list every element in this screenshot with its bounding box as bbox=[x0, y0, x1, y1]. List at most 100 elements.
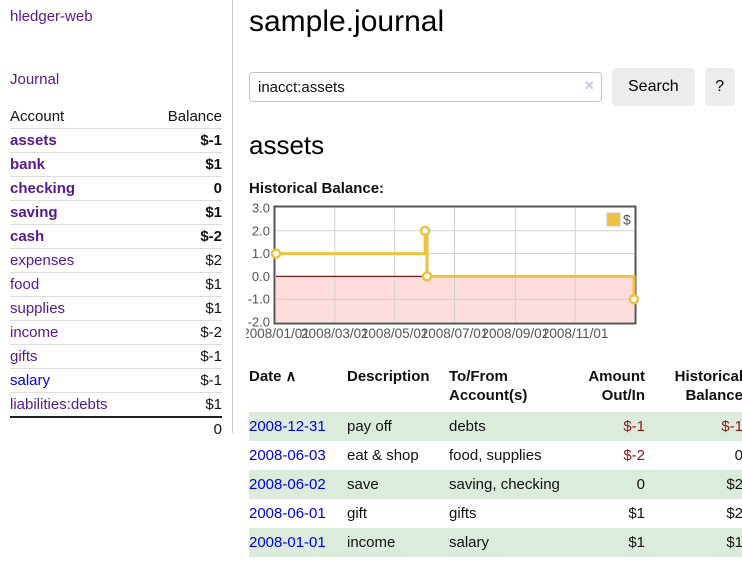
account-balance: $-2 bbox=[200, 324, 222, 341]
account-balance: $1 bbox=[205, 396, 222, 413]
cell-balance: $2 bbox=[726, 505, 742, 522]
account-row: saving $1 bbox=[10, 200, 222, 225]
data-point-marker bbox=[419, 225, 431, 237]
data-point-marker bbox=[421, 271, 433, 282]
app-title-link[interactable]: hledger-web bbox=[10, 8, 93, 25]
main-content: sample.journal × Search ? assets Histori… bbox=[233, 0, 742, 557]
sidebar-account-link-food[interactable]: food bbox=[10, 276, 40, 293]
account-balance: $1 bbox=[205, 276, 222, 293]
y-axis-tick-label: 1.0 bbox=[252, 246, 270, 261]
account-row: bank $1 bbox=[10, 152, 222, 177]
historical-balance-chart[interactable]: 3.0 2.0 1.0 0.0 -1.0 -2.0 2008/01/01 2008/03/01… bbox=[242, 201, 742, 349]
cell-accounts: salary bbox=[449, 534, 490, 551]
account-balance: $-1 bbox=[200, 132, 222, 149]
column-header-date-label: Date bbox=[249, 368, 282, 385]
search-button[interactable]: Search bbox=[612, 68, 695, 106]
account-heading: assets bbox=[249, 130, 325, 160]
y-axis-tick-label: -1.0 bbox=[248, 292, 270, 307]
cell-date: 2008-06-01 bbox=[249, 499, 347, 528]
x-axis-tick-label: 2008/07/01 bbox=[421, 326, 489, 341]
cell-description: pay off bbox=[347, 418, 392, 435]
cell-amount: $-2 bbox=[623, 447, 645, 464]
register-header-row: Date ∧ Description To/From Account(s) Amo… bbox=[249, 365, 742, 412]
cell-accounts: saving, checking bbox=[449, 476, 560, 493]
search-box: × bbox=[249, 72, 602, 102]
register-row: 2008-06-01 gift gifts $1 $2 bbox=[249, 499, 742, 528]
sidebar-account-link-income[interactable]: income bbox=[10, 324, 59, 341]
account-row: food $1 bbox=[10, 272, 222, 297]
search-form: × Search ? bbox=[249, 68, 742, 106]
sidebar-account-link-supplies[interactable]: supplies bbox=[10, 300, 66, 317]
x-axis-tick-label: 2008/03/01 bbox=[301, 326, 369, 341]
sidebar-account-link-cash[interactable]: cash bbox=[10, 228, 45, 245]
cell-amount: $1 bbox=[628, 505, 645, 522]
chart-label: Historical Balance: bbox=[249, 180, 385, 197]
cell-description: save bbox=[347, 476, 379, 493]
account-row: income $-2 bbox=[10, 320, 222, 345]
sidebar-account-link-bank[interactable]: bank bbox=[10, 156, 46, 173]
transaction-date-link[interactable]: 2008-06-01 bbox=[249, 505, 326, 522]
column-header-date[interactable]: Date ∧ bbox=[249, 365, 347, 412]
column-header-amount: Amount Out/In bbox=[588, 368, 645, 404]
account-row: assets $-1 bbox=[10, 128, 222, 153]
nav-journal-link[interactable]: Journal bbox=[10, 71, 60, 88]
transaction-date-link[interactable]: 2008-12-31 bbox=[249, 418, 326, 435]
column-header-balance: Historical Balance bbox=[674, 368, 742, 404]
transaction-date-link[interactable]: 2008-06-02 bbox=[249, 476, 326, 493]
accounts-total-row: 0 bbox=[10, 417, 222, 441]
account-balance: $1 bbox=[205, 204, 222, 221]
clear-search-icon[interactable]: × bbox=[584, 77, 594, 95]
cell-amount: $1 bbox=[628, 534, 645, 551]
sidebar-account-link-liabilities-debts[interactable]: liabilities:debts bbox=[10, 396, 108, 413]
cell-description: eat & shop bbox=[347, 447, 419, 464]
total-spacer bbox=[10, 417, 146, 441]
balance-chart-svg[interactable]: 3.0 2.0 1.0 0.0 -1.0 -2.02008/01/012008/03/01… bbox=[242, 201, 742, 345]
account-row: salary $-1 bbox=[10, 368, 222, 393]
cell-balance: $1 bbox=[726, 534, 742, 551]
account-row: cash $-2 bbox=[10, 224, 222, 249]
cell-description: gift bbox=[347, 505, 368, 522]
page: hledger-web Journal Account Balance asse… bbox=[10, 0, 742, 557]
cell-date: 2008-01-01 bbox=[249, 528, 347, 557]
sidebar-account-link-salary[interactable]: salary bbox=[10, 372, 51, 389]
page-title: sample.journal bbox=[249, 5, 445, 38]
transaction-date-link[interactable]: 2008-01-01 bbox=[249, 534, 326, 551]
account-balance: $1 bbox=[205, 300, 222, 317]
cell-accounts: food, supplies bbox=[449, 447, 542, 464]
sidebar-account-link-expenses[interactable]: expenses bbox=[10, 252, 75, 269]
account-row: checking 0 bbox=[10, 176, 222, 201]
cell-date: 2008-06-02 bbox=[249, 470, 347, 499]
account-balance: $1 bbox=[205, 156, 222, 173]
account-balance: 0 bbox=[213, 180, 222, 197]
sidebar-account-link-gifts[interactable]: gifts bbox=[10, 348, 38, 365]
account-balance: $-1 bbox=[200, 348, 222, 365]
sidebar-account-link-saving[interactable]: saving bbox=[10, 204, 58, 221]
account-row: liabilities:debts $1 bbox=[10, 392, 222, 418]
help-button[interactable]: ? bbox=[704, 68, 735, 106]
accounts-header-account: Account bbox=[10, 108, 65, 125]
accounts-total-value: 0 bbox=[213, 421, 222, 438]
cell-description: income bbox=[347, 534, 396, 551]
register-table: Date ∧ Description To/From Account(s) Amo… bbox=[249, 365, 742, 557]
register-row: 2008-06-03 eat & shop food, supplies $-2 0 bbox=[249, 441, 742, 470]
account-balance: $2 bbox=[205, 252, 222, 269]
cell-date: 2008-12-31 bbox=[249, 412, 347, 441]
cell-balance: $2 bbox=[726, 476, 742, 493]
x-axis-tick-label: 2008/01/01 bbox=[246, 326, 310, 341]
search-input[interactable] bbox=[249, 72, 602, 102]
register-row: 2008-06-02 save saving, checking 0 $2 bbox=[249, 470, 742, 499]
cell-accounts: debts bbox=[449, 418, 486, 435]
y-axis-tick-label: 2.0 bbox=[252, 223, 270, 238]
column-header-description: Description bbox=[347, 368, 430, 385]
account-row: expenses $2 bbox=[10, 248, 222, 273]
sidebar-account-link-checking[interactable]: checking bbox=[10, 180, 76, 197]
account-balance: $-2 bbox=[200, 228, 222, 245]
transaction-date-link[interactable]: 2008-06-03 bbox=[249, 447, 326, 464]
account-row: gifts $-1 bbox=[10, 344, 222, 369]
cell-date: 2008-06-03 bbox=[249, 441, 347, 470]
account-row: supplies $1 bbox=[10, 296, 222, 321]
sidebar-account-link-assets[interactable]: assets bbox=[10, 132, 57, 149]
legend-swatch bbox=[606, 212, 621, 227]
y-axis-tick-label: -2.0 bbox=[248, 315, 270, 330]
y-axis-tick-label: 3.0 bbox=[252, 203, 270, 216]
